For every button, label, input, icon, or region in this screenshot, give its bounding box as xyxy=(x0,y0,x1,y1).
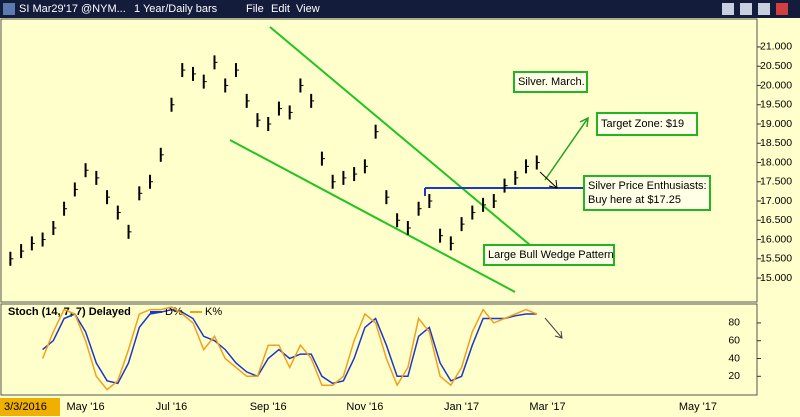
x-tick-label: Jul '16 xyxy=(156,401,187,413)
annotation-box xyxy=(583,175,711,211)
annotation: Large Bull Wedge Pattern xyxy=(488,249,614,261)
y-tick-label: 16.000 xyxy=(760,233,792,245)
annotation-box xyxy=(483,244,615,266)
annotation-box xyxy=(596,112,698,136)
period[interactable]: 1 Year/Daily bars xyxy=(134,3,218,15)
window-button[interactable] xyxy=(722,3,734,15)
x-tick-label: May '16 xyxy=(66,401,104,413)
price-panel xyxy=(0,18,758,303)
annotation: Buy here at $17.25 xyxy=(588,194,681,206)
arrow xyxy=(544,317,563,339)
stoch-line xyxy=(41,306,538,391)
symbol[interactable]: SI Mar29'17 @NYM... xyxy=(19,3,126,15)
wedge-line xyxy=(229,139,516,293)
annotation: Target Zone: $19 xyxy=(601,118,684,130)
legend-label: D% xyxy=(165,306,183,318)
y-tick-label: 20.000 xyxy=(760,79,792,91)
menu-item[interactable]: View xyxy=(296,3,320,15)
y-tick-label: 15.500 xyxy=(760,253,792,265)
y-tick-label: 16.500 xyxy=(760,214,792,226)
y-tick-label: 40 xyxy=(728,352,740,364)
annotation: Silver. March. xyxy=(518,76,585,88)
annotation: Silver Price Enthusiasts: xyxy=(588,180,707,192)
toolbar: SI Mar29'17 @NYM... 1 Year/Daily bars Fi… xyxy=(0,0,800,18)
x-tick-label: Mar '17 xyxy=(529,401,565,413)
x-tick-label: Nov '16 xyxy=(346,401,383,413)
window-button[interactable] xyxy=(758,3,770,15)
y-tick-label: 80 xyxy=(728,317,740,329)
arrow xyxy=(544,116,589,181)
y-tick-label: 17.000 xyxy=(760,195,792,207)
menu-item[interactable]: File xyxy=(246,3,264,15)
stoch-panel xyxy=(0,303,758,396)
x-tick-label: May '17 xyxy=(679,401,717,413)
y-tick-label: 15.000 xyxy=(760,272,792,284)
window-button[interactable] xyxy=(740,3,752,15)
icon xyxy=(3,3,15,15)
y-tick-label: 18.500 xyxy=(760,137,792,149)
y-tick-label: 20.500 xyxy=(760,60,792,72)
y-tick-label: 19.500 xyxy=(760,99,792,111)
wedge-line xyxy=(269,26,531,246)
y-tick-label: 20 xyxy=(728,370,740,382)
menu-item[interactable]: Edit xyxy=(271,3,290,15)
y-tick-label: 19.000 xyxy=(760,118,792,130)
x-tick-label: Jan '17 xyxy=(444,401,479,413)
legend-label: K% xyxy=(205,306,222,318)
y-tick-label: 18.000 xyxy=(760,156,792,168)
x-tick-label: 3/3/2016 xyxy=(4,401,47,413)
toolbar-bg xyxy=(0,0,800,18)
y-tick-label: 21.000 xyxy=(760,41,792,53)
y-tick-label: 60 xyxy=(728,334,740,346)
arrow xyxy=(539,171,558,189)
x-label-highlight xyxy=(0,398,60,416)
annotation-box xyxy=(513,71,588,93)
y-tick-label: 17.500 xyxy=(760,176,792,188)
x-tick-label: Sep '16 xyxy=(250,401,287,413)
close-button[interactable] xyxy=(776,3,788,15)
